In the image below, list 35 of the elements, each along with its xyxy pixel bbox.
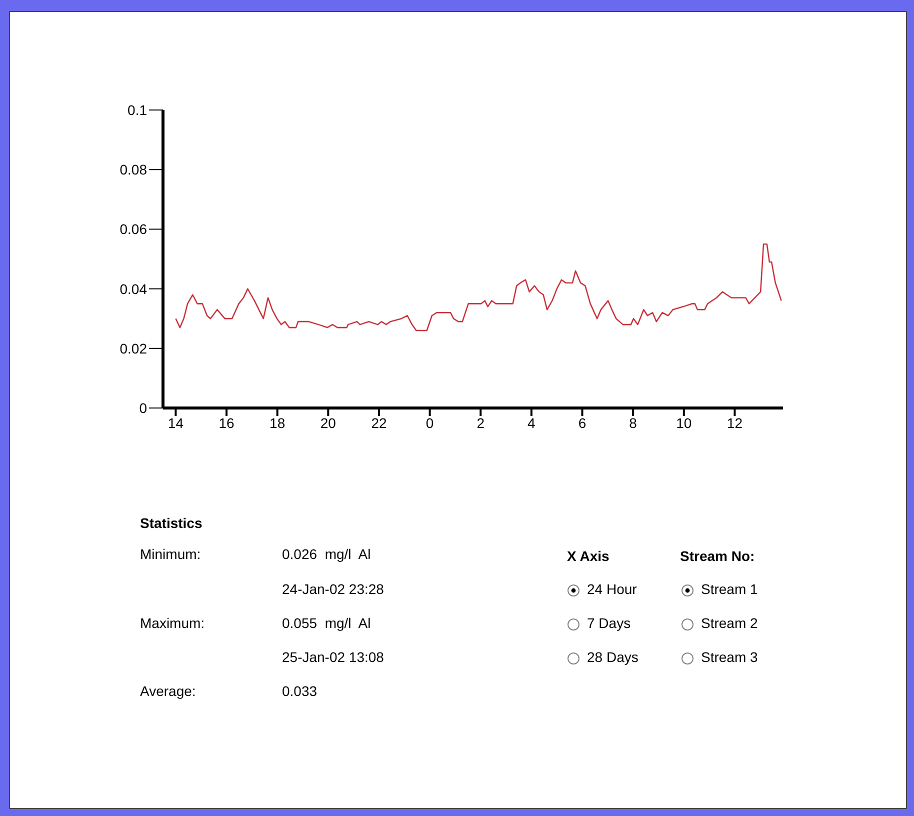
text: 28 Days: [587, 649, 638, 665]
text: Average:: [140, 683, 196, 699]
x-tick-label: 18: [270, 414, 286, 431]
text: 24 Hour: [587, 581, 637, 597]
x-tick-label: 8: [629, 414, 638, 431]
text: 0.033: [282, 683, 318, 699]
y-tick-label: 0.02: [120, 340, 148, 356]
x-tick-label: 14: [168, 414, 184, 431]
y-tick-label: 0.04: [120, 280, 148, 297]
x-tick-label: 16: [218, 414, 235, 431]
text: Stream 2: [701, 615, 758, 631]
text: 0.026 mg/l Al: [282, 546, 371, 562]
x-tick-label: 6: [578, 414, 586, 431]
y-tick-label: 0.06: [120, 221, 148, 238]
y-tick-label: 0: [139, 400, 148, 416]
text: Stream No:: [680, 548, 755, 564]
y-tick-label: 0.08: [120, 162, 148, 178]
x-tick-label: 10: [676, 414, 692, 431]
text: 7 Days: [587, 615, 631, 631]
x-tick-label: 4: [528, 414, 536, 431]
x-tick-label: 20: [320, 414, 336, 431]
text: Stream 1: [701, 581, 758, 597]
x-tick-label: 0: [426, 414, 434, 431]
y-tick-label: 0.1: [128, 102, 148, 118]
x-tick-label: 2: [476, 414, 485, 431]
text: 25-Jan-02 13:08: [282, 649, 384, 665]
text: 0.055 mg/l Al: [282, 615, 371, 631]
text: Minimum:: [140, 546, 201, 562]
text: X Axis: [567, 548, 610, 564]
x-tick-label: 12: [726, 414, 743, 431]
x-tick-label: 22: [371, 414, 387, 431]
text: Stream 3: [701, 649, 758, 665]
text: Statistics: [140, 515, 202, 531]
text: Maximum:: [140, 615, 205, 631]
text: 24-Jan-02 23:28: [282, 581, 384, 597]
